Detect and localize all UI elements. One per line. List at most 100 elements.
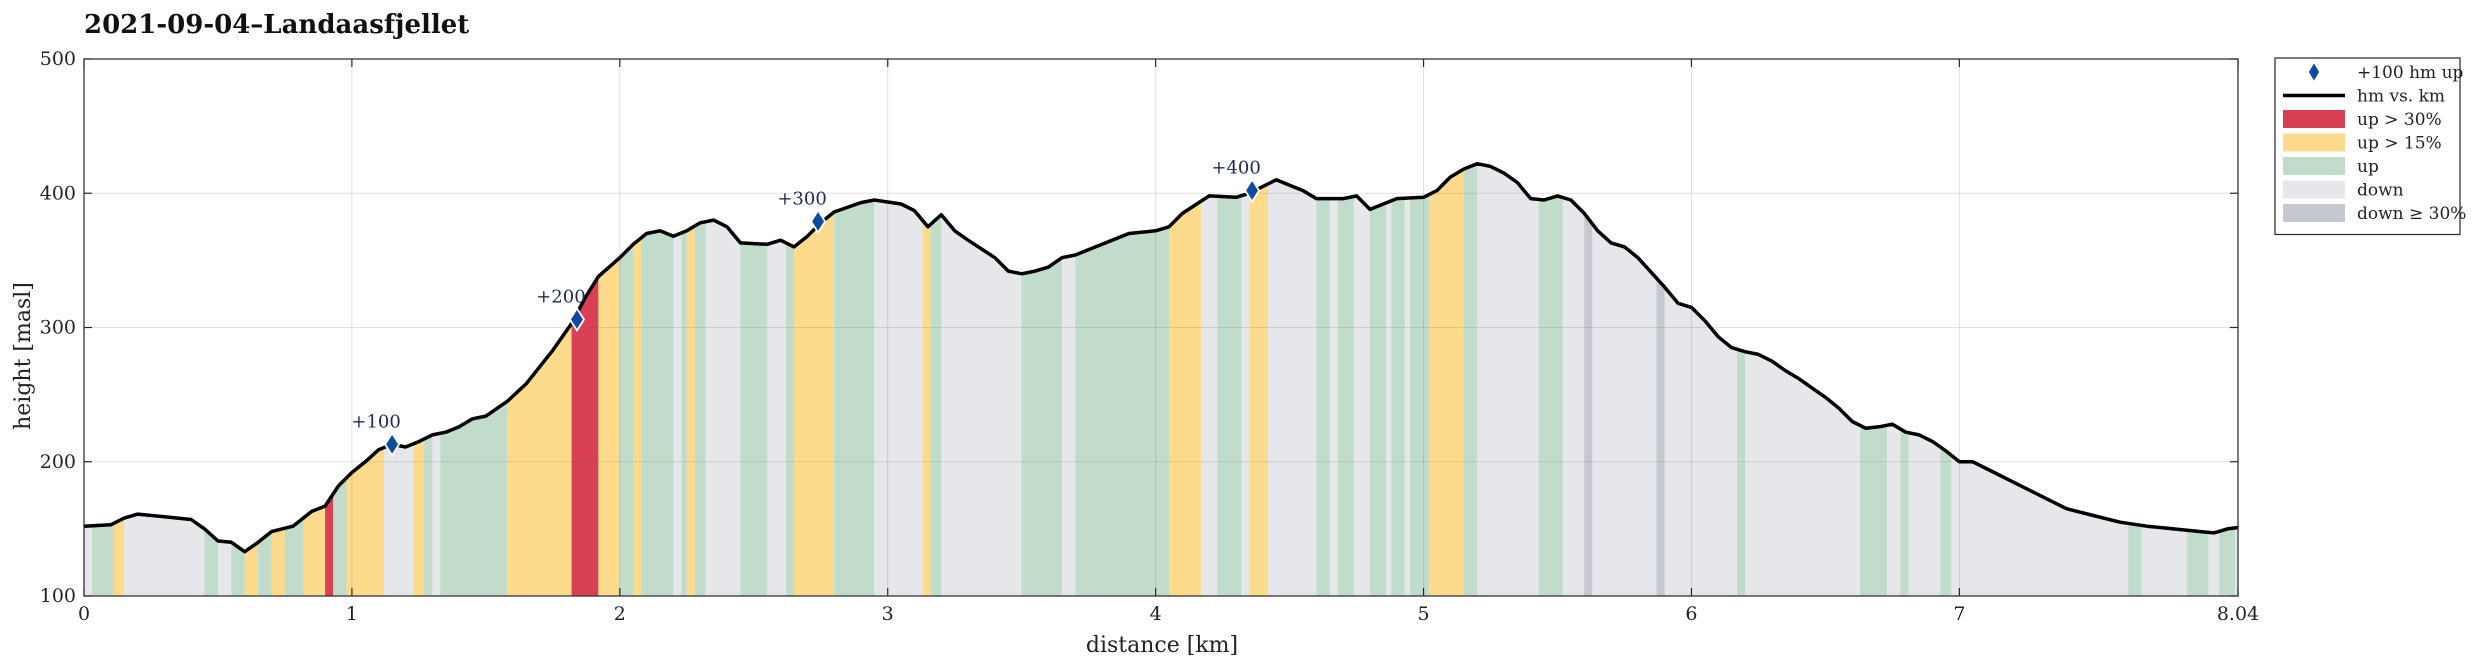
marker-label: +300 bbox=[777, 188, 826, 209]
band-medium bbox=[271, 528, 285, 596]
band-up bbox=[619, 244, 634, 597]
band-downsteep bbox=[1584, 213, 1593, 596]
band-up bbox=[1316, 198, 1330, 596]
band-down bbox=[1329, 198, 1338, 596]
band-down bbox=[1353, 195, 1370, 596]
x-tick-label: 2 bbox=[614, 603, 626, 625]
band-medium bbox=[1249, 183, 1269, 596]
y-tick-label: 300 bbox=[40, 317, 76, 339]
band-medium bbox=[303, 506, 326, 596]
x-tick-label: 6 bbox=[1685, 603, 1697, 625]
band-down bbox=[705, 220, 741, 596]
profile-line-layer bbox=[83, 161, 2239, 554]
band-up bbox=[2187, 530, 2209, 596]
band-up bbox=[1075, 226, 1169, 597]
markers-layer: +100 +200 +300 +400 bbox=[351, 158, 1261, 457]
band-down bbox=[1201, 195, 1218, 596]
marker-label: +200 bbox=[536, 286, 585, 307]
band-down bbox=[1477, 163, 1539, 596]
y-tick-label: 100 bbox=[40, 585, 76, 607]
band-up bbox=[1370, 202, 1386, 596]
band-up bbox=[834, 200, 875, 596]
band-down bbox=[1404, 197, 1411, 596]
band-down bbox=[2141, 525, 2188, 596]
band-down bbox=[874, 200, 923, 596]
band-up bbox=[2219, 527, 2236, 596]
band-up bbox=[284, 517, 304, 596]
band-up bbox=[1410, 194, 1429, 596]
legend-swatch-steep bbox=[2283, 110, 2345, 128]
band-down bbox=[1664, 287, 1737, 596]
legend-marker-swatch bbox=[2307, 60, 2321, 84]
band-up bbox=[2128, 523, 2142, 596]
gradient-bands bbox=[84, 163, 2238, 597]
legend-swatch-downsteep bbox=[2283, 204, 2345, 222]
legend-label: hm vs. km bbox=[2357, 87, 2445, 107]
band-medium bbox=[686, 226, 695, 596]
band-medium bbox=[346, 461, 366, 596]
legend: +100 hm up hm vs. km up > 30% up > 15% up dow… bbox=[2274, 57, 2466, 236]
legend-label: up > 15% bbox=[2357, 134, 2442, 154]
band-up bbox=[204, 528, 218, 596]
band-medium bbox=[1169, 201, 1202, 596]
band-down bbox=[124, 514, 205, 596]
band-steep bbox=[325, 494, 334, 596]
legend-label: +100 hm up bbox=[2357, 63, 2464, 83]
profile-line bbox=[83, 161, 2239, 554]
band-up bbox=[1391, 198, 1405, 596]
marker-diamond bbox=[1244, 177, 1261, 204]
x-tick-label: 3 bbox=[882, 603, 894, 625]
band-down bbox=[767, 240, 786, 596]
marker-diamond bbox=[384, 431, 401, 457]
x-tick-label: 0 bbox=[78, 603, 90, 625]
band-down bbox=[1061, 255, 1076, 596]
legend-swatch-up bbox=[2283, 157, 2345, 175]
band-medium bbox=[413, 438, 425, 596]
y-axis-label: height [masl] bbox=[11, 282, 36, 430]
band-medium bbox=[507, 323, 572, 596]
band-medium bbox=[794, 212, 835, 596]
band-up bbox=[641, 230, 674, 597]
x-tick-label: 8.04 bbox=[2217, 603, 2259, 625]
band-medium bbox=[598, 257, 620, 596]
y-tick-label: 400 bbox=[40, 182, 76, 204]
band-medium bbox=[244, 542, 259, 596]
x-tick-label: 4 bbox=[1150, 603, 1162, 625]
band-downsteep bbox=[1656, 278, 1665, 596]
band-medium bbox=[1428, 169, 1464, 596]
band-up bbox=[785, 242, 794, 596]
band-down bbox=[2208, 531, 2220, 596]
x-axis-label: distance [km] bbox=[1086, 633, 1238, 658]
y-tick-label: 200 bbox=[40, 451, 76, 473]
band-down bbox=[218, 541, 232, 596]
band-up bbox=[1021, 257, 1062, 596]
band-up bbox=[1940, 447, 1952, 596]
marker-label: +100 bbox=[351, 411, 400, 432]
x-tick-label: 5 bbox=[1418, 603, 1430, 625]
band-up bbox=[440, 401, 508, 596]
legend-swatch-down bbox=[2283, 180, 2345, 199]
band-down bbox=[1268, 179, 1317, 597]
band-steep bbox=[571, 276, 599, 596]
band-down bbox=[1241, 193, 1250, 597]
band-down bbox=[1386, 200, 1392, 597]
band-down bbox=[1908, 432, 1941, 596]
band-down bbox=[1951, 455, 2129, 596]
band-up bbox=[1900, 429, 1909, 596]
band-up bbox=[424, 434, 433, 596]
band-up bbox=[1217, 195, 1242, 596]
band-up bbox=[694, 221, 706, 596]
x-tick-label: 1 bbox=[346, 603, 358, 625]
band-up bbox=[1337, 196, 1354, 596]
band-down bbox=[1592, 223, 1657, 596]
band-down bbox=[1562, 197, 1585, 596]
band-medium bbox=[365, 447, 385, 596]
marker-diamond bbox=[568, 306, 586, 333]
band-up bbox=[930, 214, 942, 596]
y-tick-label: 500 bbox=[40, 48, 76, 70]
band-down bbox=[1745, 351, 1861, 596]
legend-label: up > 30% bbox=[2357, 110, 2442, 130]
band-up bbox=[681, 230, 687, 597]
band-down bbox=[673, 233, 682, 596]
